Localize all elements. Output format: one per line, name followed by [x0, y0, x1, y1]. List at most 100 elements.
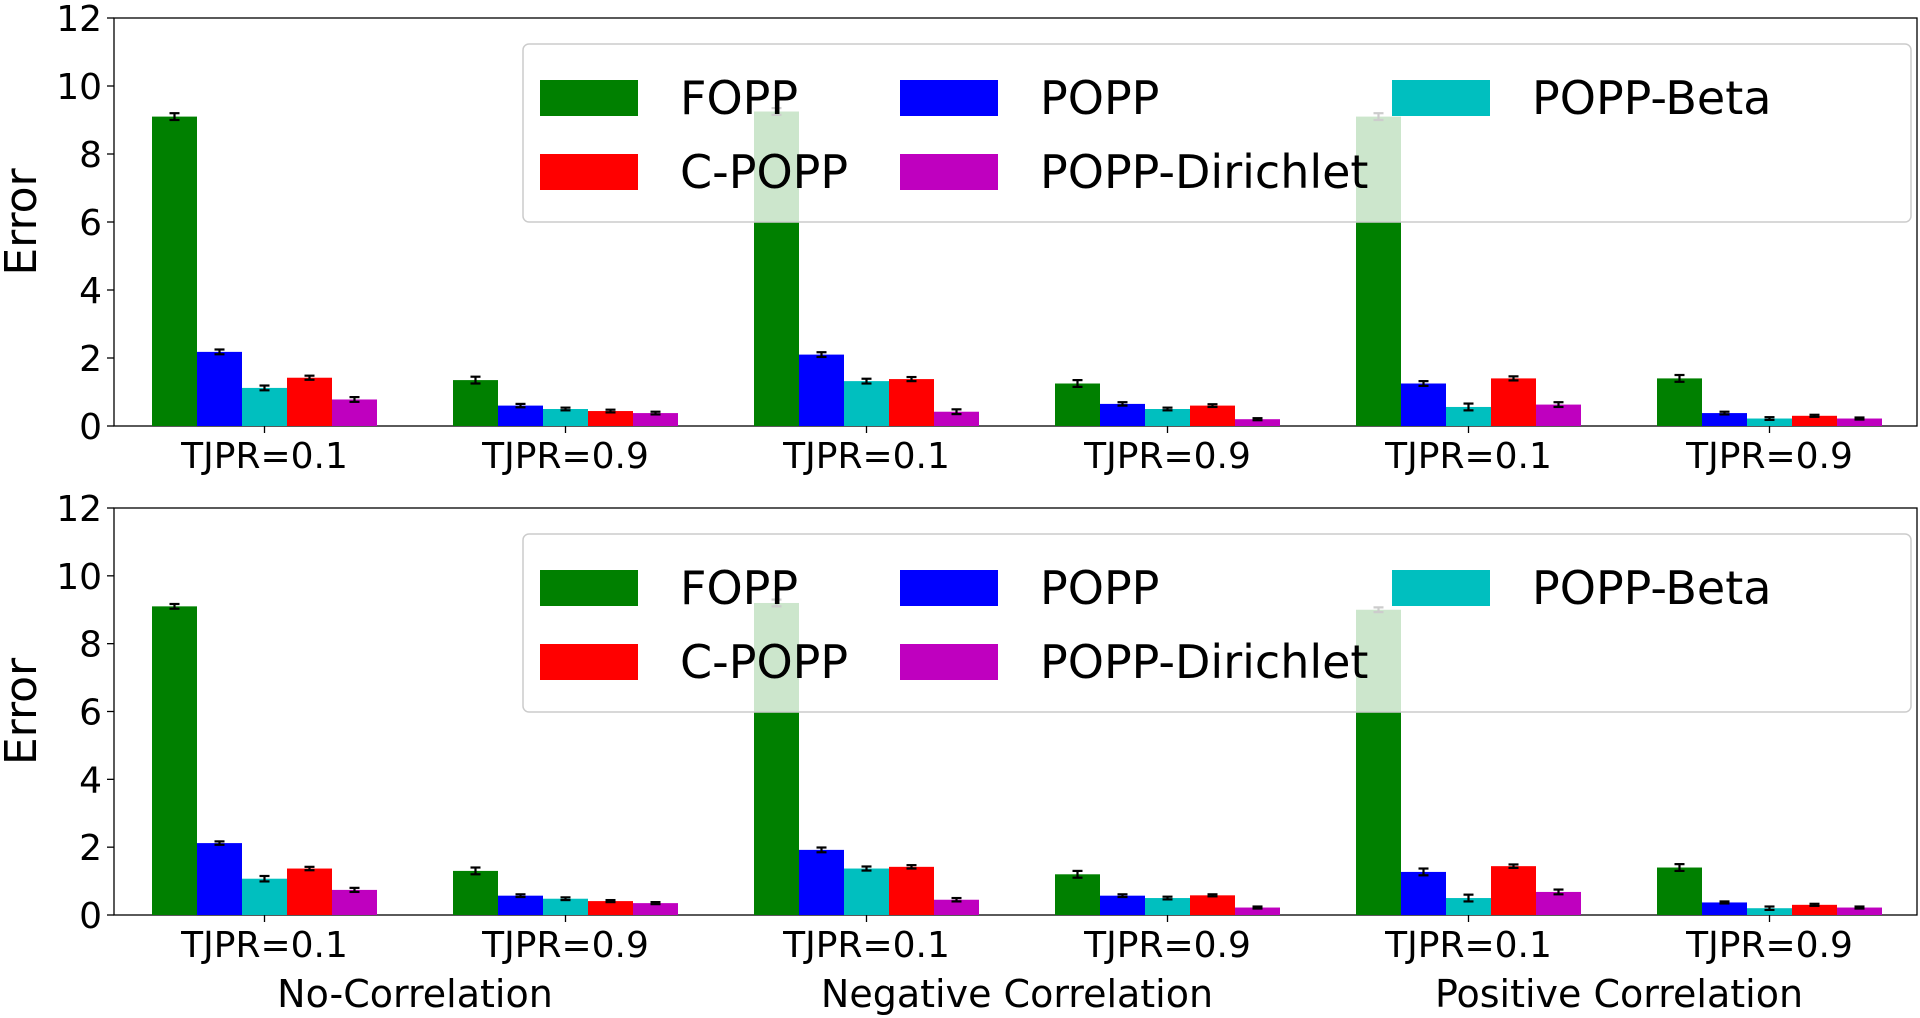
- bar: [1055, 383, 1100, 426]
- bar: [1792, 904, 1837, 915]
- legend-swatch: [900, 154, 998, 190]
- bar: [332, 889, 377, 915]
- bar: [1536, 891, 1581, 915]
- bar: [543, 409, 588, 426]
- y-tick-label: 10: [56, 557, 102, 598]
- x-tick-label: TJPR=0.9: [481, 925, 649, 966]
- y-tick-label: 12: [56, 489, 102, 530]
- group-label: Positive Correlation: [1435, 972, 1803, 1016]
- bar: [844, 868, 889, 915]
- x-tick-label: TJPR=0.9: [1083, 436, 1251, 477]
- bar: [242, 878, 287, 915]
- bar: [1235, 907, 1280, 915]
- y-tick-label: 4: [79, 760, 102, 801]
- x-tick-label: TJPR=0.1: [1384, 436, 1552, 477]
- y-tick-label: 2: [79, 828, 102, 869]
- bar: [1055, 874, 1100, 915]
- legend-label: POPP-Dirichlet: [1040, 145, 1368, 199]
- bar: [1446, 406, 1491, 426]
- bar: [934, 899, 979, 915]
- x-tick-label: TJPR=0.9: [1685, 925, 1853, 966]
- legend-label: FOPP: [680, 561, 798, 615]
- y-tick-label: 0: [79, 407, 102, 448]
- bar: [1702, 902, 1747, 915]
- bar: [1657, 378, 1702, 426]
- legend-box: [522, 533, 1912, 713]
- y-tick-label: 6: [79, 203, 102, 244]
- legend-label: FOPP: [680, 71, 798, 125]
- y-tick-label: 4: [79, 271, 102, 312]
- bar: [889, 379, 934, 426]
- legend-label: C-POPP: [680, 635, 848, 689]
- bar: [1536, 404, 1581, 426]
- bar: [1837, 418, 1882, 426]
- bar: [498, 895, 543, 915]
- x-tick-label: TJPR=0.9: [1685, 436, 1853, 477]
- bar: [543, 898, 588, 915]
- bar: [889, 866, 934, 915]
- chart-panel-2: 0 2 4 6 8 10 12 Error TJPR=0.1 TJPR=0.9 TJPR=0.1 TJ…: [0, 489, 1918, 1016]
- bar: [1702, 413, 1747, 426]
- legend-label: C-POPP: [680, 145, 848, 199]
- bar: [1491, 378, 1536, 426]
- bar: [588, 901, 633, 915]
- legend-label: POPP: [1040, 561, 1159, 615]
- bar: [633, 903, 678, 915]
- legend-box: [522, 43, 1912, 223]
- bar: [1145, 898, 1190, 915]
- bar: [1190, 405, 1235, 426]
- group-label: No-Correlation: [277, 972, 553, 1016]
- group-label: Negative Correlation: [821, 972, 1213, 1016]
- legend: FOPP POPP POPP-Beta C-POPP POPP-Dirichlet: [522, 43, 1912, 223]
- legend-swatch: [540, 80, 638, 116]
- bar: [287, 377, 332, 426]
- bar: [1401, 871, 1446, 915]
- x-tick-label: TJPR=0.1: [180, 925, 348, 966]
- bar: [453, 380, 498, 426]
- y-tick-label: 6: [79, 693, 102, 734]
- bar: [287, 868, 332, 915]
- bar: [1100, 403, 1145, 426]
- bar: [332, 399, 377, 426]
- bar: [1657, 867, 1702, 915]
- bar: [1446, 898, 1491, 915]
- y-tick-label: 12: [56, 0, 102, 40]
- bar: [1100, 895, 1145, 915]
- legend-swatch: [540, 154, 638, 190]
- bar: [1747, 908, 1792, 915]
- bar: [152, 606, 197, 915]
- bar: [1190, 895, 1235, 915]
- legend-label: POPP: [1040, 71, 1159, 125]
- x-tick-label: TJPR=0.1: [782, 925, 950, 966]
- legend: FOPP POPP POPP-Beta C-POPP POPP-Dirichlet: [522, 533, 1912, 713]
- y-tick-label: 2: [79, 339, 102, 380]
- y-axis-label: Error: [0, 657, 47, 765]
- legend-swatch: [540, 644, 638, 680]
- legend-label: POPP-Dirichlet: [1040, 635, 1368, 689]
- bar: [1792, 415, 1837, 426]
- bar: [197, 351, 242, 426]
- x-tick-label: TJPR=0.9: [481, 436, 649, 477]
- legend-swatch: [900, 644, 998, 680]
- bar: [633, 413, 678, 426]
- bar: [1401, 383, 1446, 426]
- bar: [197, 843, 242, 915]
- bar: [1837, 907, 1882, 915]
- y-tick-label: 8: [79, 135, 102, 176]
- y-tick-label: 8: [79, 625, 102, 666]
- bar: [498, 405, 543, 426]
- bar: [799, 849, 844, 915]
- chart-panel-1: 0 2 4 6 8 10 12 Error TJPR=0.1 TJPR=0.9 TJPR=0.1 TJ…: [0, 0, 1918, 477]
- x-tick-label: TJPR=0.9: [1083, 925, 1251, 966]
- x-tick-label: TJPR=0.1: [180, 436, 348, 477]
- bar: [242, 387, 287, 426]
- bar: [844, 381, 889, 426]
- bar: [152, 116, 197, 426]
- bar: [799, 354, 844, 426]
- bar: [1235, 419, 1280, 426]
- bar: [1491, 866, 1536, 915]
- legend-swatch: [900, 80, 998, 116]
- legend-swatch: [1392, 570, 1490, 606]
- y-tick-label: 10: [56, 67, 102, 108]
- bar: [588, 411, 633, 426]
